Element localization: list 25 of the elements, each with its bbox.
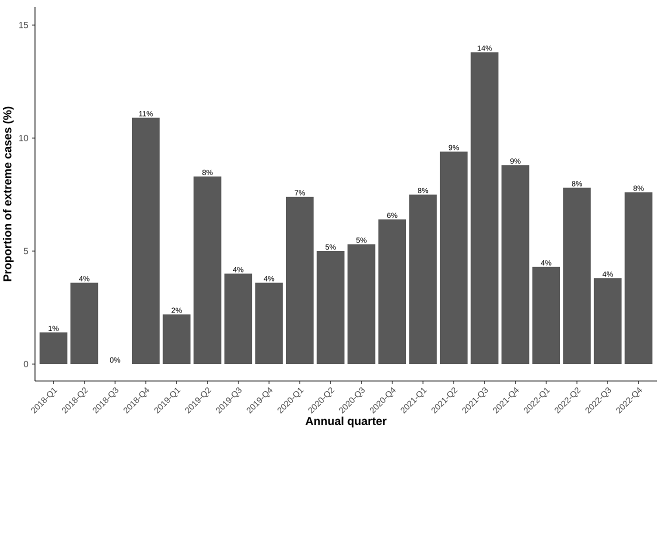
- bar: [348, 244, 376, 364]
- bar: [532, 266, 560, 364]
- bar: [286, 196, 314, 364]
- bar: [70, 282, 98, 364]
- bar: [40, 332, 68, 364]
- bar: [440, 152, 468, 364]
- bar: [162, 314, 191, 364]
- bar: [563, 188, 591, 364]
- bar: [594, 278, 622, 364]
- y-tick-label: 15: [19, 22, 28, 28]
- bar: [194, 176, 222, 364]
- bar: [470, 52, 498, 364]
- bar: [132, 118, 160, 364]
- bar: [316, 251, 344, 364]
- y-tick-label: 5: [24, 248, 28, 254]
- bar: [224, 274, 252, 364]
- bar: [255, 282, 283, 364]
- bar: [378, 219, 406, 364]
- bar: [502, 165, 530, 364]
- y-tick-label: 0: [24, 360, 28, 368]
- x-axis-title: Annual quarter: [306, 416, 387, 428]
- y-axis-title: Proportion of extreme cases (%): [2, 106, 14, 282]
- y-tick-label: 10: [19, 134, 28, 142]
- bar: [409, 194, 437, 364]
- bar: [624, 192, 652, 364]
